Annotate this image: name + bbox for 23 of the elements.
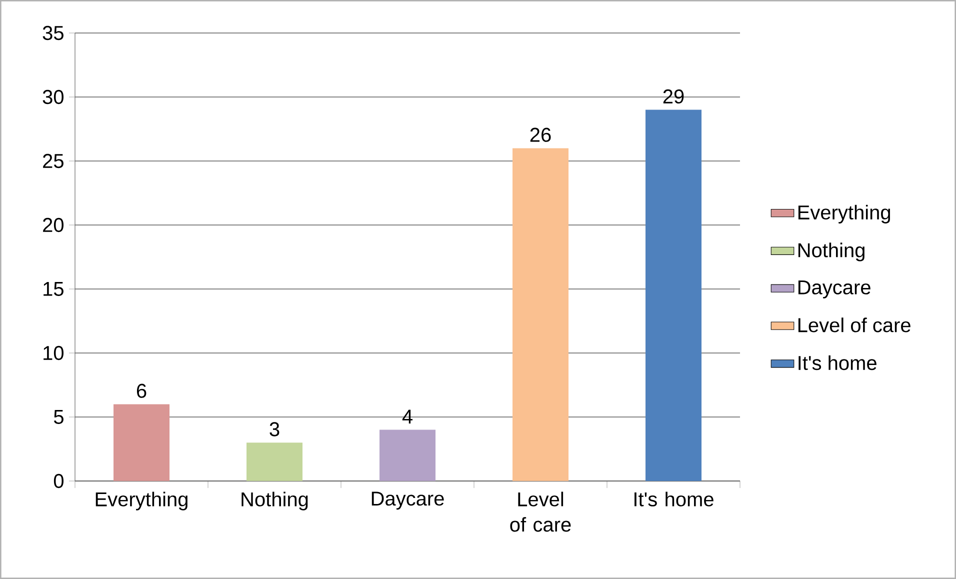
legend-label: Everything: [798, 204, 890, 224]
x-tick-label: It's home: [634, 492, 714, 506]
legend-label: Level of care: [798, 318, 910, 332]
data-label: 4: [402, 410, 412, 424]
y-tick-label: 10: [44, 346, 64, 360]
legend-label: It's home: [798, 355, 876, 370]
y-tick-label: 30: [42, 90, 64, 104]
y-tick-label: 0: [54, 474, 64, 488]
legend-label: Daycare: [798, 280, 870, 298]
y-tick-label: 5: [54, 410, 64, 424]
x-tick-label: Nothing: [242, 492, 308, 510]
data-label: 26: [530, 128, 551, 142]
y-tick-label: 35: [42, 26, 64, 40]
data-label: 6: [136, 384, 146, 398]
y-tick-label: 20: [43, 218, 64, 232]
x-tick-label: Level of care: [510, 492, 571, 532]
x-tick-label: Daycare: [372, 492, 444, 510]
data-label: 29: [663, 89, 684, 104]
y-tick-label: 25: [43, 154, 64, 168]
legend-label: Nothing: [798, 242, 864, 262]
x-tick-label: Everything: [96, 492, 188, 510]
data-label: 3: [270, 422, 280, 436]
y-tick-label: 15: [44, 282, 64, 296]
